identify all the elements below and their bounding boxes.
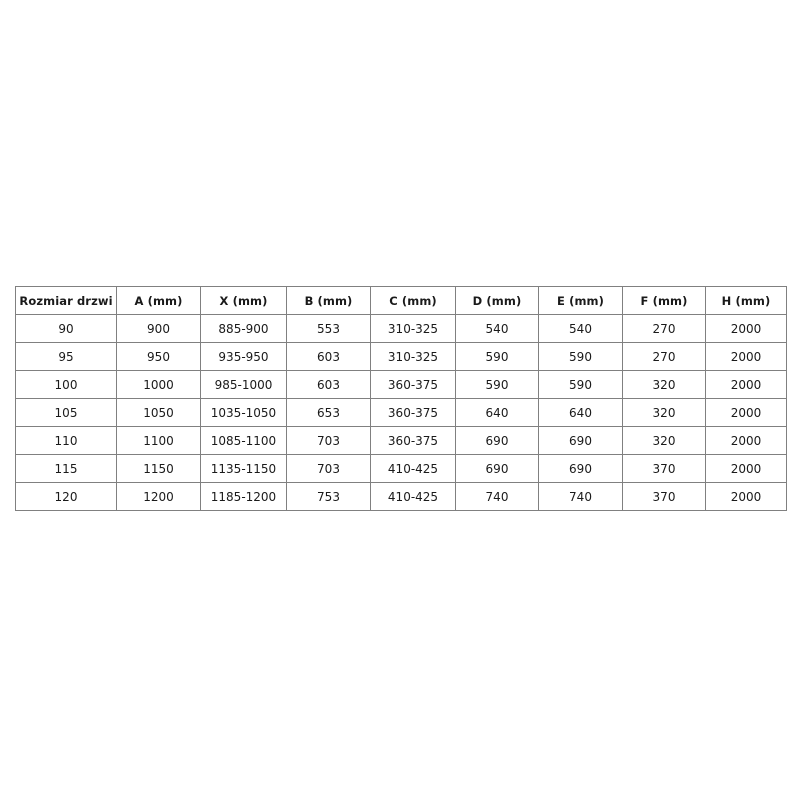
table-cell: 540 xyxy=(538,314,623,343)
table-cell: 370 xyxy=(622,454,706,483)
table-cell: 590 xyxy=(455,342,539,371)
table-cell: 690 xyxy=(455,454,539,483)
column-header-e: E (mm) xyxy=(538,286,623,315)
table-cell: 110 xyxy=(15,426,117,455)
table-cell: 360-375 xyxy=(370,370,456,399)
table-cell: 1035-1050 xyxy=(200,398,287,427)
table-cell: 320 xyxy=(622,370,706,399)
column-header-f: F (mm) xyxy=(622,286,706,315)
table-cell: 740 xyxy=(455,482,539,511)
table-cell: 553 xyxy=(286,314,371,343)
table-cell: 603 xyxy=(286,370,371,399)
table-row: 115 1150 1135-1150 703 410-425 690 690 3… xyxy=(15,454,787,483)
table-cell: 540 xyxy=(455,314,539,343)
table-cell: 1185-1200 xyxy=(200,482,287,511)
table-cell: 703 xyxy=(286,454,371,483)
table-cell: 320 xyxy=(622,398,706,427)
table-header-row: Rozmiar drzwi A (mm) X (mm) B (mm) C (mm… xyxy=(15,286,787,315)
table-cell: 310-325 xyxy=(370,342,456,371)
specification-table-container: Rozmiar drzwi A (mm) X (mm) B (mm) C (mm… xyxy=(15,286,787,511)
table-cell: 1050 xyxy=(116,398,201,427)
table-cell: 703 xyxy=(286,426,371,455)
table-cell: 690 xyxy=(455,426,539,455)
table-cell: 1150 xyxy=(116,454,201,483)
column-header-x: X (mm) xyxy=(200,286,287,315)
table-cell: 640 xyxy=(455,398,539,427)
table-cell: 640 xyxy=(538,398,623,427)
table-cell: 320 xyxy=(622,426,706,455)
table-cell: 100 xyxy=(15,370,117,399)
table-cell: 2000 xyxy=(705,370,787,399)
table-cell: 603 xyxy=(286,342,371,371)
table-cell: 1085-1100 xyxy=(200,426,287,455)
table-row: 95 950 935-950 603 310-325 590 590 270 2… xyxy=(15,342,787,371)
table-cell: 360-375 xyxy=(370,426,456,455)
table-cell: 653 xyxy=(286,398,371,427)
table-row: 100 1000 985-1000 603 360-375 590 590 32… xyxy=(15,370,787,399)
table-cell: 2000 xyxy=(705,454,787,483)
column-header-d: D (mm) xyxy=(455,286,539,315)
table-cell: 105 xyxy=(15,398,117,427)
table-cell: 590 xyxy=(455,370,539,399)
table-cell: 360-375 xyxy=(370,398,456,427)
column-header-rozmiar-drzwi: Rozmiar drzwi xyxy=(15,286,117,315)
door-size-specification-table: Rozmiar drzwi A (mm) X (mm) B (mm) C (mm… xyxy=(15,286,787,511)
table-cell: 370 xyxy=(622,482,706,511)
table-cell: 310-325 xyxy=(370,314,456,343)
table-cell: 120 xyxy=(15,482,117,511)
table-cell: 690 xyxy=(538,454,623,483)
table-cell: 410-425 xyxy=(370,454,456,483)
table-cell: 2000 xyxy=(705,342,787,371)
table-cell: 270 xyxy=(622,314,706,343)
table-cell: 2000 xyxy=(705,398,787,427)
table-cell: 740 xyxy=(538,482,623,511)
column-header-c: C (mm) xyxy=(370,286,456,315)
table-cell: 1200 xyxy=(116,482,201,511)
table-cell: 885-900 xyxy=(200,314,287,343)
column-header-a: A (mm) xyxy=(116,286,201,315)
table-cell: 935-950 xyxy=(200,342,287,371)
table-cell: 2000 xyxy=(705,314,787,343)
table-row: 110 1100 1085-1100 703 360-375 690 690 3… xyxy=(15,426,787,455)
column-header-b: B (mm) xyxy=(286,286,371,315)
table-row: 105 1050 1035-1050 653 360-375 640 640 3… xyxy=(15,398,787,427)
table-cell: 2000 xyxy=(705,482,787,511)
table-cell: 1100 xyxy=(116,426,201,455)
table-row: 120 1200 1185-1200 753 410-425 740 740 3… xyxy=(15,482,787,511)
table-cell: 95 xyxy=(15,342,117,371)
table-cell: 115 xyxy=(15,454,117,483)
table-cell: 90 xyxy=(15,314,117,343)
table-cell: 950 xyxy=(116,342,201,371)
table-cell: 590 xyxy=(538,370,623,399)
table-cell: 753 xyxy=(286,482,371,511)
table-cell: 590 xyxy=(538,342,623,371)
table-header: Rozmiar drzwi A (mm) X (mm) B (mm) C (mm… xyxy=(15,286,787,315)
table-body: 90 900 885-900 553 310-325 540 540 270 2… xyxy=(15,314,787,511)
column-header-h: H (mm) xyxy=(705,286,787,315)
table-row: 90 900 885-900 553 310-325 540 540 270 2… xyxy=(15,314,787,343)
table-cell: 900 xyxy=(116,314,201,343)
table-cell: 270 xyxy=(622,342,706,371)
table-cell: 985-1000 xyxy=(200,370,287,399)
table-cell: 1135-1150 xyxy=(200,454,287,483)
table-cell: 690 xyxy=(538,426,623,455)
table-cell: 410-425 xyxy=(370,482,456,511)
table-cell: 2000 xyxy=(705,426,787,455)
table-cell: 1000 xyxy=(116,370,201,399)
